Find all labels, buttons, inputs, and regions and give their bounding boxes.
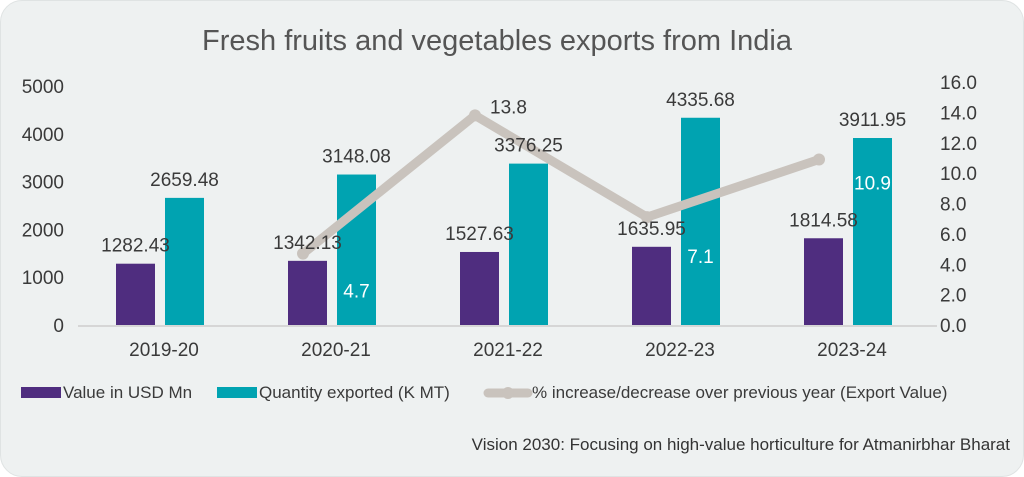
data-label: 1814.58 [789,210,858,231]
x-tick-label: 2019-20 [129,340,199,361]
x-tick-label: 2020-21 [301,340,371,361]
y-left-tick-label: 3000 [22,173,64,194]
line-data-label: 7.1 [687,247,713,268]
line-point [297,247,309,260]
data-label: 1635.95 [617,219,686,240]
chart-title: Fresh fruits and vegetables exports from… [202,25,793,57]
data-label: 2659.48 [150,170,219,191]
legend-label: Value in USD Mn [63,383,192,402]
y-left-tick-label: 1000 [22,268,64,289]
data-label: 1527.63 [445,224,514,245]
y-right-tick-label: 6.0 [940,225,966,246]
y-right-tick-label: 16.0 [940,73,977,94]
data-label: 3376.25 [494,136,563,157]
line-point [641,211,653,224]
y-right-tick-label: 8.0 [940,195,966,216]
data-label: 3911.95 [839,110,906,131]
data-label: 1342.13 [273,233,342,254]
data-label: 4335.68 [666,90,735,111]
line-data-label: 13.8 [490,97,527,118]
bar-value-usd [804,238,843,325]
y-left-tick-label: 2000 [22,220,64,241]
y-right-tick-label: 4.0 [940,255,966,276]
bar-quantity [509,163,548,325]
bar-quantity [681,117,720,326]
legend-label: Quantity exported (K MT) [259,383,450,402]
y-right-tick-label: 12.0 [940,134,977,155]
line-point [813,153,825,166]
line-point [469,109,481,122]
bar-value-usd [116,263,155,325]
legend-marker [502,387,514,399]
bar-value-usd [632,246,671,325]
y-right-tick-label: 2.0 [940,286,966,307]
line-data-label: 10.9 [854,173,891,194]
y-left-tick-label: 4000 [22,125,64,146]
data-label: 1282.43 [101,236,170,257]
bar-value-usd [288,260,327,325]
bar-quantity [853,138,892,325]
y-right-tick-label: 10.0 [940,164,977,185]
legend-label: % increase/decrease over previous year (… [532,383,947,402]
data-label: 3148.08 [322,147,391,168]
line-series-pct-change [300,110,821,258]
x-tick-label: 2021-22 [473,340,543,361]
x-tick-label: 2022-23 [645,340,715,361]
y-right-tick-label: 14.0 [940,103,977,124]
y-left-tick-label: 5000 [22,77,64,98]
legend-swatch-quantity [217,387,257,398]
x-tick-label: 2023-24 [817,340,887,361]
bar-value-usd [460,251,499,325]
line-data-label: 4.7 [343,282,369,303]
footer-caption: Vision 2030: Focusing on high-value hort… [472,435,1011,454]
bar-quantity [165,197,204,325]
y-left-tick-label: 0 [53,316,64,337]
y-right-tick-label: 0.0 [940,316,966,337]
legend-swatch-value-usd [21,387,61,398]
